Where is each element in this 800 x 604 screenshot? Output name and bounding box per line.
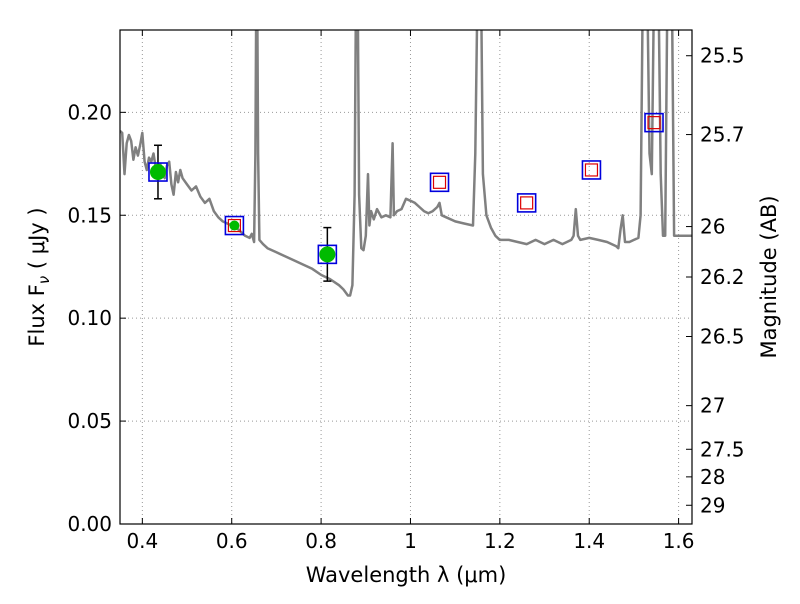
y2-tick-label: 26.5: [700, 324, 745, 348]
y2-axis-title: Magnitude (AB): [757, 195, 781, 358]
x-tick-label: 0.8: [305, 529, 337, 553]
y-axis-title: Flux Fν ( μJy ): [25, 207, 53, 346]
blue-square-marker: [581, 160, 602, 180]
error-bars: [153, 144, 332, 282]
red-square-marker: [520, 196, 534, 210]
measured-point: [319, 246, 336, 263]
blue-square-marker: [429, 172, 450, 193]
measured-point: [149, 164, 166, 181]
y-axis-title-unit: ( μJy ): [25, 207, 49, 269]
grid-lines: [120, 30, 692, 524]
x-axis-title: Wavelength λ (μm): [306, 563, 507, 587]
red-square-marker: [432, 175, 447, 189]
red-square-marker: [647, 116, 661, 130]
y-tick-label: 0.15: [67, 203, 112, 227]
y2-tick-label: 27.5: [700, 437, 745, 461]
blue-square-marker: [317, 244, 338, 265]
blue-square-marker: [224, 215, 245, 236]
y2-tick-label: 26: [700, 215, 725, 239]
y-tick-label: 0.10: [67, 306, 112, 330]
data-markers: [148, 112, 664, 265]
y2-tick-label: 27: [700, 394, 725, 418]
y2-tick-label: 25.5: [700, 44, 745, 68]
blue-square-marker: [516, 193, 537, 213]
red-square-marker: [227, 218, 241, 233]
y-tick-label: 0.20: [67, 100, 112, 124]
y2-tick-label: 25.7: [700, 123, 745, 147]
blue-square-marker: [644, 112, 664, 133]
x-tick-label: 1.6: [663, 529, 695, 553]
y2-tick-label: 26.2: [700, 265, 745, 289]
red-square-marker: [584, 163, 599, 177]
y-tick-label: 0.00: [67, 512, 112, 536]
measured-point: [229, 220, 240, 231]
y2-tick-label: 29: [700, 493, 725, 517]
x-tick-label: 1.2: [484, 529, 516, 553]
svg-text:Flux Fν ( μJy ): Flux Fν ( μJy ): [25, 207, 53, 346]
y2-tick-label: 28: [700, 465, 725, 489]
x-tick-label: 0.6: [216, 529, 248, 553]
blue-square-marker: [148, 162, 168, 182]
y-tick-label: 0.05: [67, 409, 112, 433]
axis-ticks: [120, 30, 692, 525]
y-axis-title-text: Flux F: [25, 284, 49, 346]
x-tick-label: 0.4: [126, 529, 158, 553]
y-axis-title-subscript: ν: [35, 276, 53, 284]
spectrum-line: [120, 30, 692, 297]
x-tick-label: 1.4: [573, 529, 605, 553]
x-tick-label: 1: [404, 529, 417, 553]
plot-frame: [119, 29, 693, 525]
svg-text:Magnitude (AB): Magnitude (AB): [757, 195, 781, 358]
tick-labels: 0.4 0.6 0.8 1 1.2 1.4 1.6 0.00 0.05 0.10 0.15 0.20 2…: [67, 44, 744, 553]
template-spectrum: [120, 30, 692, 297]
